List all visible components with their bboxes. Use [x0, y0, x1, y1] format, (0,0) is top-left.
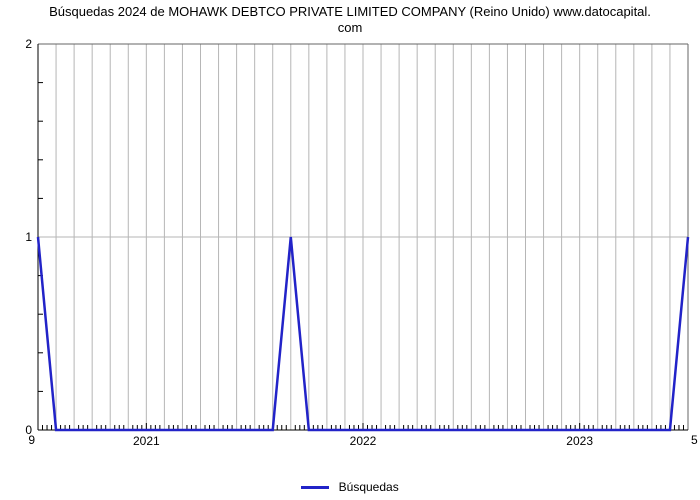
- legend-swatch: [301, 486, 329, 489]
- y-tick-label: 1: [25, 230, 38, 244]
- chart-title-line1: Búsquedas 2024 de MOHAWK DEBTCO PRIVATE …: [49, 4, 651, 19]
- plot-area: 01220212022202395: [38, 44, 688, 430]
- chart-title-line2: com: [338, 20, 363, 35]
- legend-label: Búsquedas: [339, 480, 399, 494]
- plot-svg: [38, 44, 688, 430]
- legend: Búsquedas: [0, 479, 700, 494]
- chart-title: Búsquedas 2024 de MOHAWK DEBTCO PRIVATE …: [0, 4, 700, 37]
- x-tick-label: 2021: [133, 430, 160, 448]
- x-tick-label: 2023: [566, 430, 593, 448]
- x-tick-label: 2022: [350, 430, 377, 448]
- corner-label-bottom-right: 5: [691, 433, 698, 447]
- y-tick-label: 2: [25, 37, 38, 51]
- line-chart: Búsquedas 2024 de MOHAWK DEBTCO PRIVATE …: [0, 0, 700, 500]
- corner-label-bottom-left: 9: [28, 433, 35, 447]
